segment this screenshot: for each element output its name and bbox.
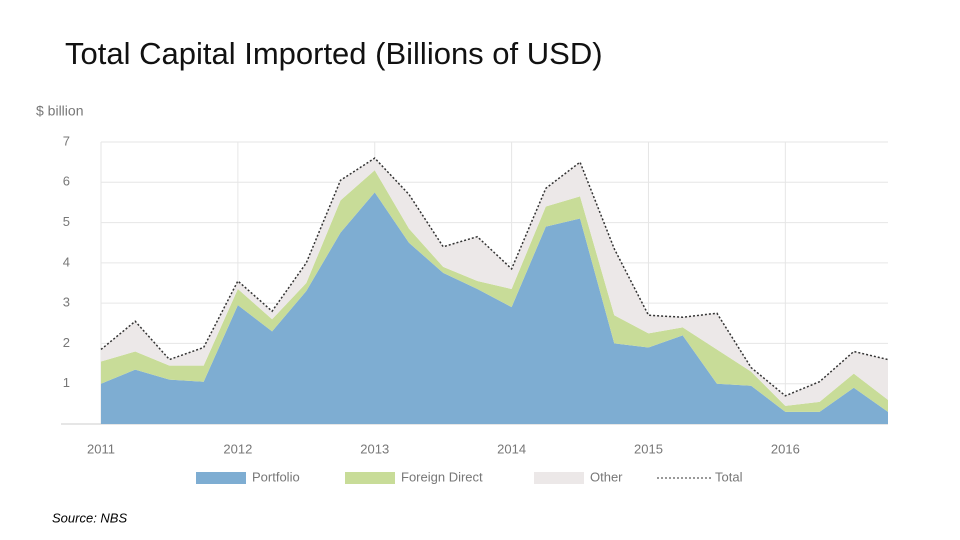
legend-label: Foreign Direct	[401, 469, 483, 484]
x-tick-label: 2014	[497, 441, 526, 456]
legend-swatch	[345, 472, 395, 484]
y-tick-label: 1	[63, 375, 70, 390]
x-tick-label: 2012	[223, 441, 252, 456]
y-axis-label: $ billion	[36, 103, 83, 119]
total-line	[100, 157, 889, 397]
area	[101, 192, 888, 424]
legend: Portfolio Foreign Direct Other Total	[196, 469, 743, 484]
legend-swatch	[196, 472, 246, 484]
y-tick-label: 2	[63, 335, 70, 350]
y-tick-label: 7	[63, 133, 70, 148]
legend-label: Portfolio	[252, 469, 300, 484]
plot-area	[100, 157, 889, 424]
x-tick-label: 2013	[360, 441, 389, 456]
legend-swatch	[534, 472, 584, 484]
y-tick-label: 4	[63, 254, 70, 269]
source-note: Source: NBS	[52, 510, 127, 525]
y-tick-label: 6	[63, 174, 70, 189]
area	[101, 158, 888, 406]
slide-title: Total Capital Imported (Billions of USD)	[65, 36, 603, 71]
y-tick-label: 3	[63, 295, 70, 310]
legend-label: Total	[715, 469, 743, 484]
x-tick-label: 2016	[771, 441, 800, 456]
x-tick-label: 2011	[87, 441, 115, 456]
y-tick-label: 5	[63, 214, 70, 229]
area	[101, 170, 888, 412]
legend-label: Other	[590, 469, 623, 484]
x-tick-label: 2015	[634, 441, 663, 456]
